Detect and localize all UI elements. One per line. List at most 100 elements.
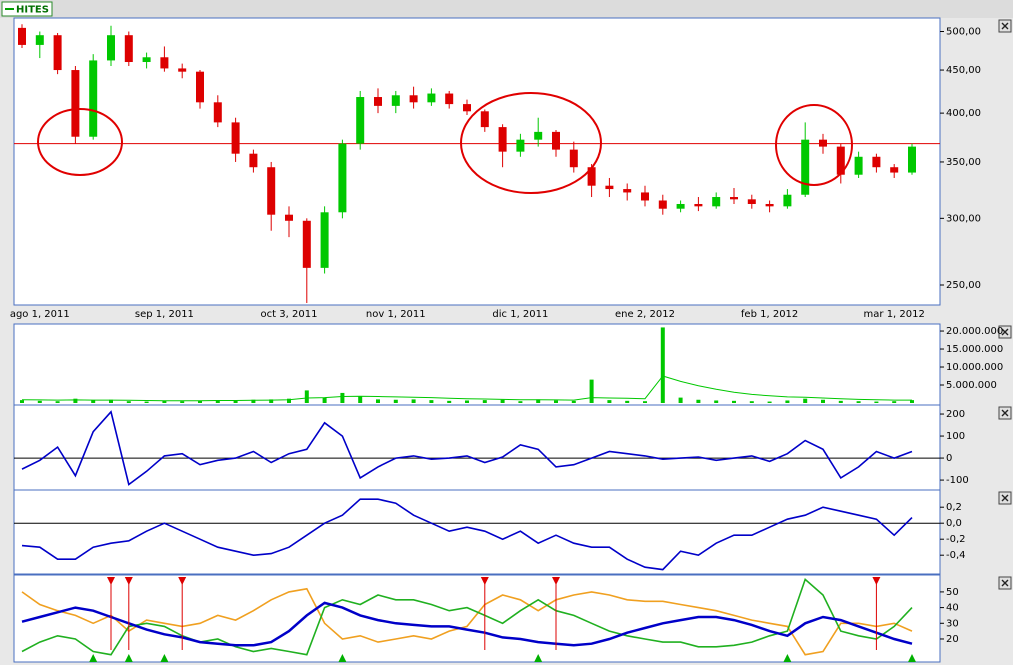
candle-body [374, 97, 382, 106]
highlight-circle [460, 92, 602, 194]
candle-body [658, 200, 667, 209]
candle-body [320, 212, 329, 268]
volume-bar [358, 396, 363, 403]
candle-body [641, 192, 649, 201]
candle-body [569, 149, 578, 168]
sell-signal [872, 577, 881, 585]
buy-signal [908, 654, 916, 662]
panel-frame [13, 489, 941, 575]
volume-bar [625, 400, 630, 403]
y-tick-label: 350,00 [946, 157, 981, 168]
y-tick-label: 30 [946, 618, 959, 629]
x-tick-label: nov 1, 2011 [366, 309, 426, 320]
volume-bar [287, 398, 291, 403]
panel-frame [13, 574, 941, 663]
highlight-circle [37, 108, 123, 176]
x-tick-label: mar 1, 2012 [864, 309, 925, 320]
volume-bar [376, 399, 380, 403]
volume-bar [482, 400, 487, 403]
candle-body [712, 197, 721, 207]
volume-bar [838, 400, 843, 403]
volume-bar [91, 400, 96, 403]
candle-body [338, 143, 347, 213]
candle-body [854, 156, 863, 175]
volume-bar [322, 397, 327, 403]
volume-bar [589, 379, 594, 403]
indicator-line [21, 578, 913, 656]
candle-body [71, 70, 80, 137]
close-icon[interactable] [1001, 579, 1009, 587]
volume-bar [126, 401, 131, 403]
volume-bar [304, 390, 309, 403]
volume-bar [73, 398, 78, 403]
volume-bar [215, 400, 220, 403]
volume-bar [643, 401, 647, 403]
panel-frame [13, 17, 941, 306]
candle-body [231, 122, 240, 154]
volume-bar [500, 399, 505, 403]
sell-signal [107, 577, 115, 585]
y-tick-label: 15.000.000 [946, 344, 1003, 355]
candle-body [480, 111, 489, 128]
panel-frame [13, 323, 941, 406]
volume-bar [233, 400, 238, 403]
close-icon[interactable] [1001, 494, 1009, 502]
volume-bar [144, 401, 149, 403]
volume-bar [714, 400, 719, 403]
y-tick-label: 50 [946, 587, 959, 598]
candle-body [89, 60, 98, 137]
legend-label: HITES [16, 5, 49, 16]
y-tick-label: 40 [946, 603, 959, 614]
y-tick-label: -0,4 [946, 550, 966, 561]
candle-body [836, 146, 845, 175]
x-tick-label: sep 1, 2011 [135, 309, 194, 320]
candle-body [605, 185, 614, 190]
y-tick-label: 20 [946, 634, 959, 645]
candle-body [623, 189, 632, 193]
volume-bar [447, 400, 452, 403]
volume-bar [892, 401, 897, 403]
sell-signal [178, 577, 187, 585]
y-tick-label: 500,00 [946, 27, 981, 38]
candle-body [676, 203, 685, 209]
candle-body [391, 95, 400, 106]
y-tick-label: 300,00 [946, 213, 981, 224]
indicator-line [21, 601, 913, 647]
y-tick-label: 200 [946, 409, 965, 420]
candle-body [445, 93, 454, 105]
volume-bar [162, 400, 167, 403]
candle-body [552, 131, 560, 150]
candle-body [587, 167, 596, 186]
volume-bar [696, 399, 701, 403]
candle-body [534, 131, 543, 140]
candle-body [285, 214, 293, 221]
candle-body [694, 203, 703, 207]
y-tick-label: -100 [946, 475, 969, 486]
volume-bar [198, 400, 202, 403]
close-icon[interactable] [1001, 409, 1009, 417]
candle-body [18, 27, 26, 45]
candle-body [267, 167, 276, 215]
close-icon[interactable] [1001, 22, 1009, 30]
buy-signal [124, 654, 133, 662]
sell-signal [480, 577, 489, 585]
volume-bar [874, 401, 879, 403]
volume-bar [20, 400, 24, 403]
candle-body [498, 127, 507, 152]
volume-average [21, 375, 912, 402]
volume-bar [518, 401, 523, 403]
legend-box[interactable] [1, 1, 53, 17]
buy-signal [783, 654, 792, 662]
candle-body [107, 35, 115, 61]
toolbar [0, 0, 1013, 18]
volume-bar [393, 399, 398, 403]
x-tick-label: feb 1, 2012 [741, 309, 798, 320]
x-tick-label: ago 1, 2011 [10, 309, 70, 320]
panel-frame [13, 404, 941, 491]
y-tick-label: 0,2 [946, 502, 962, 513]
candle-body [249, 153, 258, 168]
sell-signal [124, 577, 133, 585]
close-icon[interactable] [1001, 328, 1009, 336]
